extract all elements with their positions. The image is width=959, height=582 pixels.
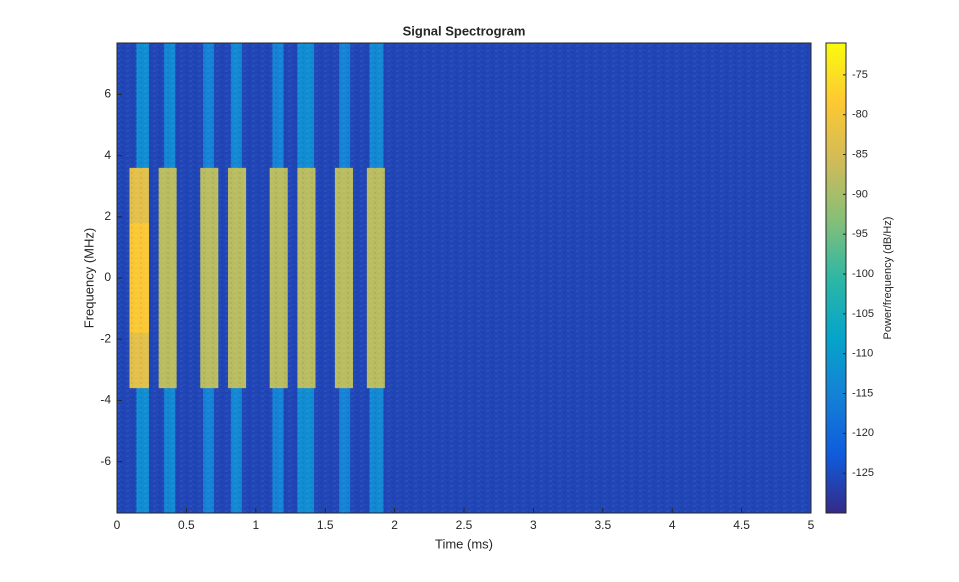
colorbar <box>825 42 847 514</box>
x-tick-label: 3 <box>530 518 537 532</box>
x-tick-label: 1 <box>252 518 259 532</box>
y-tick-label: -6 <box>100 454 111 468</box>
colorbar-tick-label: -110 <box>852 348 873 360</box>
y-tick-label: 0 <box>104 270 111 284</box>
colorbar-tick-label: -80 <box>852 109 868 121</box>
chart-title: Signal Spectrogram <box>403 23 526 38</box>
x-tick-label: 5 <box>808 518 815 532</box>
colorbar-label: Power/frequency (dB/Hz) <box>882 217 894 340</box>
y-tick-label: 2 <box>104 209 111 223</box>
colorbar-tick-label: -75 <box>852 69 868 81</box>
x-tick-label: 4 <box>669 518 676 532</box>
colorbar-tick-label: -115 <box>852 387 873 399</box>
colorbar-tick-label: -105 <box>852 308 874 320</box>
colorbar-tick-label: -95 <box>852 228 868 240</box>
y-tick-label: -2 <box>100 331 111 345</box>
y-tick-label: -4 <box>100 393 111 407</box>
noise-texture <box>117 43 811 513</box>
colorbar-tick-label: -100 <box>852 268 874 280</box>
colorbar-tick-label: -120 <box>852 427 874 439</box>
x-tick-label: 3.5 <box>594 518 611 532</box>
colorbar-tick-label: -85 <box>852 148 868 160</box>
x-tick-label: 2 <box>391 518 398 532</box>
y-axis-label: Frequency (MHz) <box>81 228 96 328</box>
x-tick-label: 4.5 <box>733 518 750 532</box>
x-tick-label: 0.5 <box>178 518 195 532</box>
x-tick-label: 2.5 <box>456 518 473 532</box>
x-tick-label: 1.5 <box>317 518 334 532</box>
colorbar-tick-label: -125 <box>852 467 874 479</box>
x-tick-label: 0 <box>114 518 121 532</box>
y-tick-label: 4 <box>104 148 111 162</box>
y-tick-label: 6 <box>104 87 111 101</box>
colorbar-tick-label: -90 <box>852 188 868 200</box>
x-axis-label: Time (ms) <box>435 536 493 551</box>
